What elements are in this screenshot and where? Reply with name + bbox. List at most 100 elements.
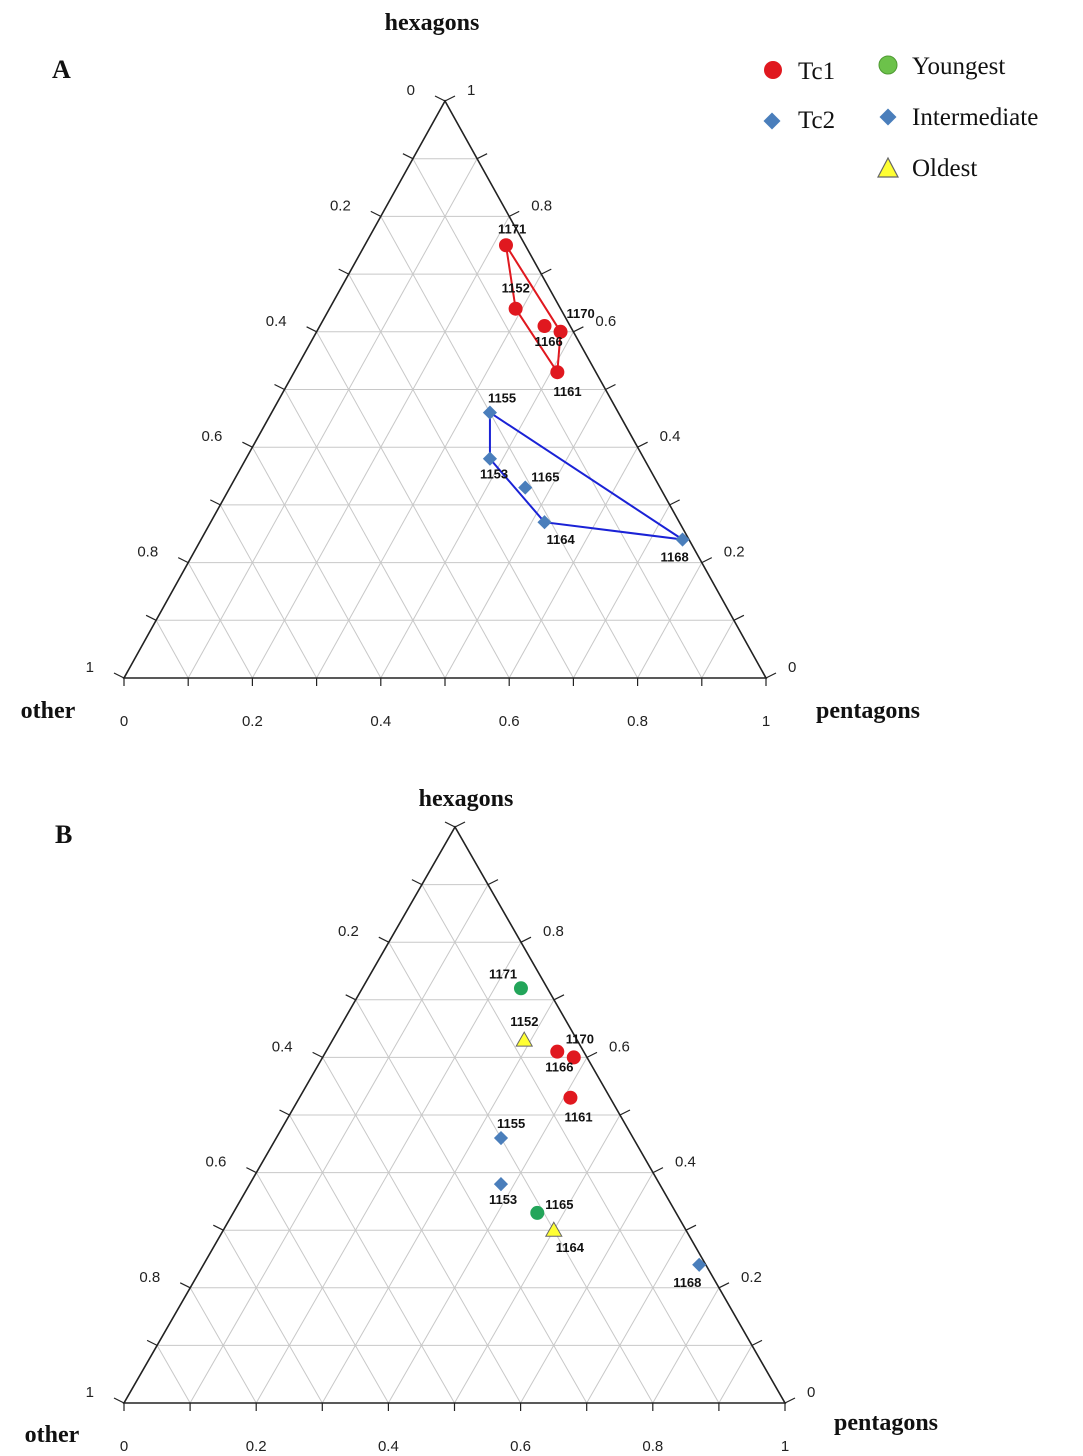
panel-a-left-tick-label: 0.6 — [202, 428, 223, 445]
panel-b-gridline-other — [189, 1287, 257, 1404]
panel-a-left-tick — [210, 499, 221, 506]
panel-b-right-tick-label: 0 — [807, 1384, 815, 1401]
panel-b-bottom-tick-label: 0 — [120, 1438, 128, 1455]
panel-a-left-tick-label: 0.8 — [137, 544, 158, 561]
legend-label-oldest: Oldest — [912, 155, 977, 182]
panel-a-right-tick-label: 0 — [788, 659, 796, 676]
panel-a-left-tick — [402, 153, 414, 160]
panel-b-bottom-tick-label: 0.8 — [642, 1438, 663, 1455]
panel-a-right-tick — [476, 153, 488, 160]
panel-a-point-1164 — [537, 515, 552, 530]
legend-marker-oldest — [877, 156, 899, 178]
panel-b-left-tick — [444, 821, 456, 828]
panel-a-gridline-pent — [572, 504, 671, 679]
panel-a-gridline-pent — [444, 389, 606, 679]
panel-b-right-tick — [619, 1109, 631, 1116]
panel-a-point-1170 — [553, 324, 568, 339]
panel-b-right-tick — [454, 821, 466, 828]
panel-a-bottom-tick-label: 0.4 — [370, 713, 391, 730]
panel-a-right-tick — [765, 672, 777, 679]
panel-b-point-1170 — [566, 1050, 581, 1065]
panel-b-left-tick-label: 1 — [86, 1384, 94, 1401]
panel-a-right-tick-label: 0.6 — [595, 313, 616, 330]
legend-label-tc1: Tc1 — [798, 58, 835, 85]
panel-b-right-tick-label: 0.6 — [609, 1038, 630, 1055]
panel-b-gridline-pent — [454, 1114, 621, 1404]
panel-b-point-label-1165: 1165 — [545, 1197, 573, 1212]
panel-a-point-1171 — [498, 238, 513, 253]
panel-b-gridline-other — [156, 1345, 191, 1404]
panel-a-right-tick-label: 0.4 — [660, 428, 681, 445]
panel-b-plot: 0 0.2 0.4 0.6 0.8 1 0.2 0.4 0.6 0.8 1 0.8 0.6 0.4 0.2 0… — [86, 821, 815, 1455]
panel-a-bottom-tick-label: 0.8 — [627, 713, 648, 730]
panel-a-left-tick — [306, 326, 317, 333]
legend-marker-intermediate — [879, 108, 897, 126]
panel-b-gridline-other — [421, 884, 720, 1404]
panel-a-left-tick — [177, 557, 189, 564]
panel-a-point-1166 — [537, 319, 552, 334]
panel-b-left-tick-label: 0.6 — [206, 1154, 227, 1171]
panel-a-top-axis-title: hexagons — [385, 10, 480, 36]
panel-a-left-tick — [370, 210, 382, 217]
panel-b-right-tick — [652, 1167, 664, 1174]
panel-b-point-1155 — [493, 1130, 509, 1146]
panel-a-gridline-other — [284, 389, 446, 679]
panel-b-left-tick — [378, 936, 390, 943]
panel-b-point-1153 — [493, 1177, 509, 1192]
panel-a-right-tick — [541, 268, 552, 275]
legend-label-youngest: Youngest — [912, 53, 1005, 80]
legend-label-intermediate: Intermediate — [912, 104, 1038, 131]
panel-b-right-tick — [784, 1397, 796, 1404]
panel-b-point-label-1170: 1170 — [566, 1031, 594, 1046]
panel-a-gridline-other — [219, 504, 318, 679]
panel-a-gridline-other — [348, 273, 574, 679]
panel-b-left-tick — [279, 1109, 290, 1116]
panel-b-top-axis-title: hexagons — [419, 786, 514, 812]
panel-a-point-label-1161: 1161 — [553, 384, 581, 399]
panel-a-letter: A — [52, 55, 71, 84]
panel-a-right-axis-title: pentagons — [816, 698, 920, 724]
panel-b-left-tick — [345, 994, 356, 1001]
panel-b-bottom-tick-label: 1 — [781, 1438, 789, 1455]
panel-b-left-tick — [213, 1224, 224, 1231]
panel-a-right-tick-label: 0.2 — [724, 544, 745, 561]
panel-b-point-1164 — [544, 1221, 563, 1237]
panel-a-left-tick — [434, 95, 446, 102]
panel-a-gridline-pent — [637, 562, 703, 679]
panel-a-gridline-other — [187, 562, 253, 679]
panel-a-right-tick — [669, 499, 680, 506]
panel-b-right-tick — [520, 936, 532, 943]
panel-a-left-tick — [274, 383, 285, 391]
panel-b-left-tick — [113, 1397, 125, 1404]
panel-b-right-tick-label: 0.8 — [543, 923, 564, 940]
panel-a-left-tick-label: 0.2 — [330, 197, 351, 214]
panel-a-left-axis-title: other — [21, 698, 76, 724]
panel-a-left-tick — [242, 441, 253, 448]
legend-label-tc2: Tc2 — [798, 107, 835, 134]
panel-a-bottom-tick-label: 0.2 — [242, 713, 263, 730]
panel-a-right-tick — [733, 614, 745, 621]
legend-marker-tc1 — [764, 61, 782, 79]
panel-b-bottom-tick-label: 0.2 — [246, 1438, 267, 1455]
panel-a-point-label-1170: 1170 — [567, 306, 595, 321]
panel-b-gridline-other — [289, 1114, 455, 1404]
panel-b-point-1171 — [513, 981, 528, 996]
panel-a-left-tick — [113, 672, 125, 679]
panel-b-gridline-other — [355, 999, 588, 1404]
panel-a-point-1153 — [482, 451, 498, 466]
panel-b-left-tick-label: 0.2 — [338, 923, 359, 940]
panel-a-left-tick — [145, 614, 157, 621]
panel-b-gridline-pent — [520, 1172, 654, 1404]
panel-b-point-label-1152: 1152 — [510, 1014, 538, 1029]
panel-a-right-tick — [508, 210, 520, 217]
panel-a-right-tick — [637, 441, 648, 448]
panel-b-point-1165 — [530, 1205, 545, 1220]
panel-a-point-label-1152: 1152 — [502, 281, 530, 296]
panel-b-gridline-pent — [652, 1287, 720, 1404]
panel-b-right-tick — [751, 1339, 763, 1346]
panel-a-right-tick — [573, 326, 584, 333]
panel-a-left-tick-label: 0 — [407, 82, 415, 99]
panel-b-point-label-1168: 1168 — [673, 1275, 701, 1290]
panel-a-bottom-tick-label: 0 — [120, 713, 128, 730]
panel-b-right-tick-label: 0.4 — [675, 1154, 696, 1171]
